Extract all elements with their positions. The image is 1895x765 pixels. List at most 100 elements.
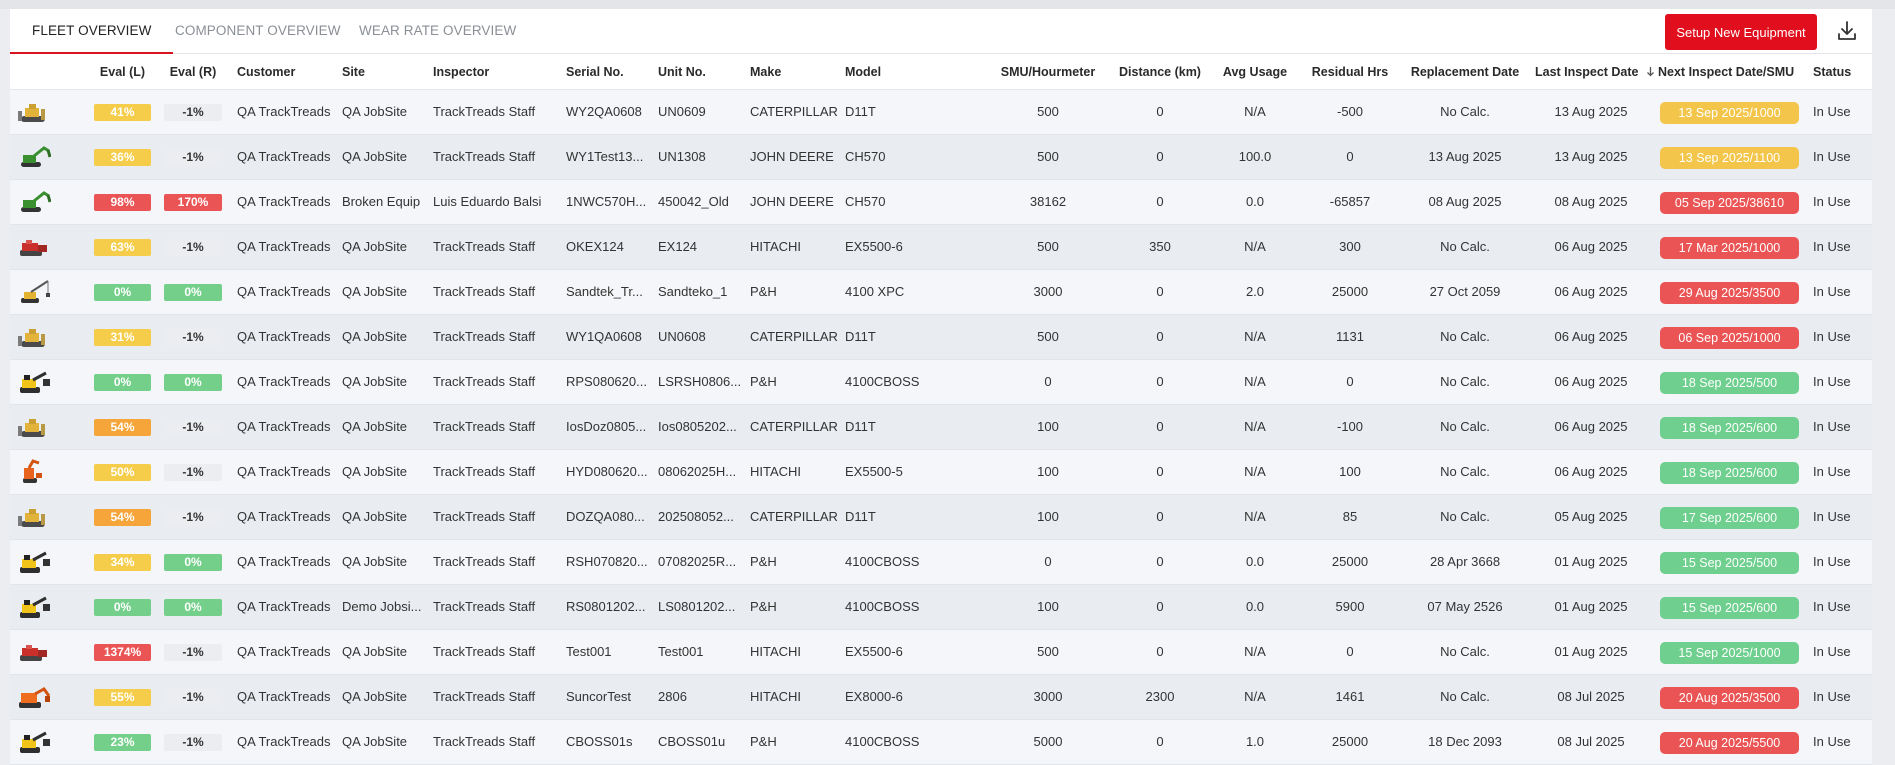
col-smu[interactable]: SMU/Hourmeter xyxy=(1000,65,1096,79)
table-row-12[interactable]: 0% 0% QA TrackTreads Demo Jobsi... Track… xyxy=(10,585,1872,630)
next-inspect-pill: 18 Sep 2025/600 xyxy=(1660,417,1799,439)
table-row-2[interactable]: 36% -1% QA TrackTreads QA JobSite TrackT… xyxy=(10,135,1872,180)
make-cell: CATERPILLAR xyxy=(750,509,838,524)
smu-cell: 0 xyxy=(1044,374,1052,389)
table-row-13[interactable]: 1374% -1% QA TrackTreads QA JobSite Trac… xyxy=(10,630,1872,675)
rope-shovel-icon xyxy=(17,369,51,395)
table-row-6[interactable]: 31% -1% QA TrackTreads QA JobSite TrackT… xyxy=(10,315,1872,360)
col-status[interactable]: Status xyxy=(1813,65,1852,79)
col-residual[interactable]: Residual Hrs xyxy=(1311,65,1389,79)
next-inspect-pill: 18 Sep 2025/600 xyxy=(1660,462,1799,484)
site-cell: QA JobSite xyxy=(342,374,408,389)
col-eval-l[interactable]: Eval (L) xyxy=(99,65,146,79)
orange-excavator-icon xyxy=(17,459,51,485)
eval-l-badge: 54% xyxy=(94,509,151,526)
setup-new-equipment-button[interactable]: Setup New Equipment xyxy=(1665,14,1817,50)
inspector-cell: TrackTreads Staff xyxy=(433,239,536,254)
eval-l-badge: 50% xyxy=(94,464,151,481)
col-eval-r[interactable]: Eval (R) xyxy=(169,65,217,79)
col-make[interactable]: Make xyxy=(750,65,782,79)
serial-cell: OKEX124 xyxy=(566,239,624,254)
smu-cell: 3000 xyxy=(1033,284,1063,299)
col-distance[interactable]: Distance (km) xyxy=(1119,65,1201,79)
unit-cell: LSRSH0806... xyxy=(658,374,742,389)
col-site[interactable]: Site xyxy=(342,65,365,79)
unit-cell: EX124 xyxy=(658,239,698,254)
serial-cell: 1NWC570H... xyxy=(566,194,647,209)
make-cell: HITACHI xyxy=(750,644,802,659)
status-cell: In Use xyxy=(1813,194,1851,209)
table-row-9[interactable]: 50% -1% QA TrackTreads QA JobSite TrackT… xyxy=(10,450,1872,495)
inspector-cell: TrackTreads Staff xyxy=(433,554,536,569)
serial-cell: WY1Test13... xyxy=(566,149,644,164)
model-cell: EX8000-6 xyxy=(845,689,903,704)
eval-l-badge: 36% xyxy=(94,149,151,166)
unit-cell: Ios0805202... xyxy=(658,419,737,434)
col-next-inspect[interactable]: Next Inspect Date/SMU xyxy=(1658,65,1795,79)
table-row-10[interactable]: 54% -1% QA TrackTreads QA JobSite TrackT… xyxy=(10,495,1872,540)
col-replacement-date[interactable]: Replacement Date xyxy=(1410,65,1520,79)
inspector-cell: TrackTreads Staff xyxy=(433,464,536,479)
col-unit[interactable]: Unit No. xyxy=(658,65,706,79)
make-cell: JOHN DEERE xyxy=(750,194,834,209)
eval-l-badge: 34% xyxy=(94,554,151,571)
model-cell: EX5500-5 xyxy=(845,464,903,479)
inspector-cell: TrackTreads Staff xyxy=(433,149,536,164)
smu-cell: 3000 xyxy=(1033,689,1063,704)
col-model[interactable]: Model xyxy=(845,65,882,79)
table-row-3[interactable]: 98% 170% QA TrackTreads Broken Equip Lui… xyxy=(10,180,1872,225)
customer-cell: QA TrackTreads xyxy=(237,554,331,569)
distance-cell: 350 xyxy=(1149,239,1171,254)
tab-wear-rate-overview[interactable]: WEAR RATE OVERVIEW xyxy=(359,23,517,38)
customer-cell: QA TrackTreads xyxy=(237,464,331,479)
tab-fleet-overview[interactable]: FLEET OVERVIEW xyxy=(10,9,174,54)
avg-usage-cell: 0.0 xyxy=(1245,194,1265,209)
unit-cell: 07082025R... xyxy=(658,554,737,569)
col-last-inspect[interactable]: Last Inspect Date xyxy=(1535,54,1655,90)
table-row-7[interactable]: 0% 0% QA TrackTreads QA JobSite TrackTre… xyxy=(10,360,1872,405)
status-cell: In Use xyxy=(1813,239,1851,254)
status-cell: In Use xyxy=(1813,329,1851,344)
table-row-8[interactable]: 54% -1% QA TrackTreads QA JobSite TrackT… xyxy=(10,405,1872,450)
site-cell: QA JobSite xyxy=(342,239,408,254)
replacement-date-cell: No Calc. xyxy=(1440,464,1490,479)
eval-r-badge: -1% xyxy=(164,464,222,481)
customer-cell: QA TrackTreads xyxy=(237,419,331,434)
col-inspector[interactable]: Inspector xyxy=(433,65,490,79)
col-serial[interactable]: Serial No. xyxy=(566,65,624,79)
status-cell: In Use xyxy=(1813,419,1851,434)
replacement-date-cell: No Calc. xyxy=(1440,374,1490,389)
table-row-5[interactable]: 0% 0% QA TrackTreads QA JobSite TrackTre… xyxy=(10,270,1872,315)
eval-l-badge: 23% xyxy=(94,734,151,751)
rope-shovel-icon xyxy=(17,549,51,575)
customer-cell: QA TrackTreads xyxy=(237,374,331,389)
download-icon[interactable] xyxy=(1836,19,1858,43)
unit-cell: UN0608 xyxy=(658,329,706,344)
sort-down-icon[interactable] xyxy=(1646,55,1655,91)
eval-r-badge: -1% xyxy=(164,734,222,751)
distance-cell: 0 xyxy=(1156,509,1164,524)
table-row-14[interactable]: 55% -1% QA TrackTreads QA JobSite TrackT… xyxy=(10,675,1872,720)
residual-cell: -65857 xyxy=(1329,194,1371,209)
status-cell: In Use xyxy=(1813,104,1851,119)
replacement-date-cell: No Calc. xyxy=(1440,239,1490,254)
customer-cell: QA TrackTreads xyxy=(237,149,331,164)
avg-usage-cell: N/A xyxy=(1244,329,1266,344)
table-row-4[interactable]: 63% -1% QA TrackTreads QA JobSite TrackT… xyxy=(10,225,1872,270)
last-inspect-cell: 06 Aug 2025 xyxy=(1554,239,1628,254)
make-cell: P&H xyxy=(750,599,777,614)
col-customer[interactable]: Customer xyxy=(237,65,296,79)
table-row-15[interactable]: 23% -1% QA TrackTreads QA JobSite TrackT… xyxy=(10,720,1872,765)
avg-usage-cell: N/A xyxy=(1244,374,1266,389)
avg-usage-cell: N/A xyxy=(1244,419,1266,434)
inspector-cell: TrackTreads Staff xyxy=(433,419,536,434)
table-row-11[interactable]: 34% 0% QA TrackTreads QA JobSite TrackTr… xyxy=(10,540,1872,585)
model-cell: CH570 xyxy=(845,194,886,209)
model-cell: D11T xyxy=(845,419,876,434)
site-cell: Demo Jobsi... xyxy=(342,599,422,614)
distance-cell: 0 xyxy=(1156,284,1164,299)
table-row-1[interactable]: 41% -1% QA TrackTreads QA JobSite TrackT… xyxy=(10,90,1872,135)
rope-shovel-icon xyxy=(17,729,51,755)
tab-component-overview[interactable]: COMPONENT OVERVIEW xyxy=(175,23,341,38)
col-avg-usage[interactable]: Avg Usage xyxy=(1222,65,1288,79)
